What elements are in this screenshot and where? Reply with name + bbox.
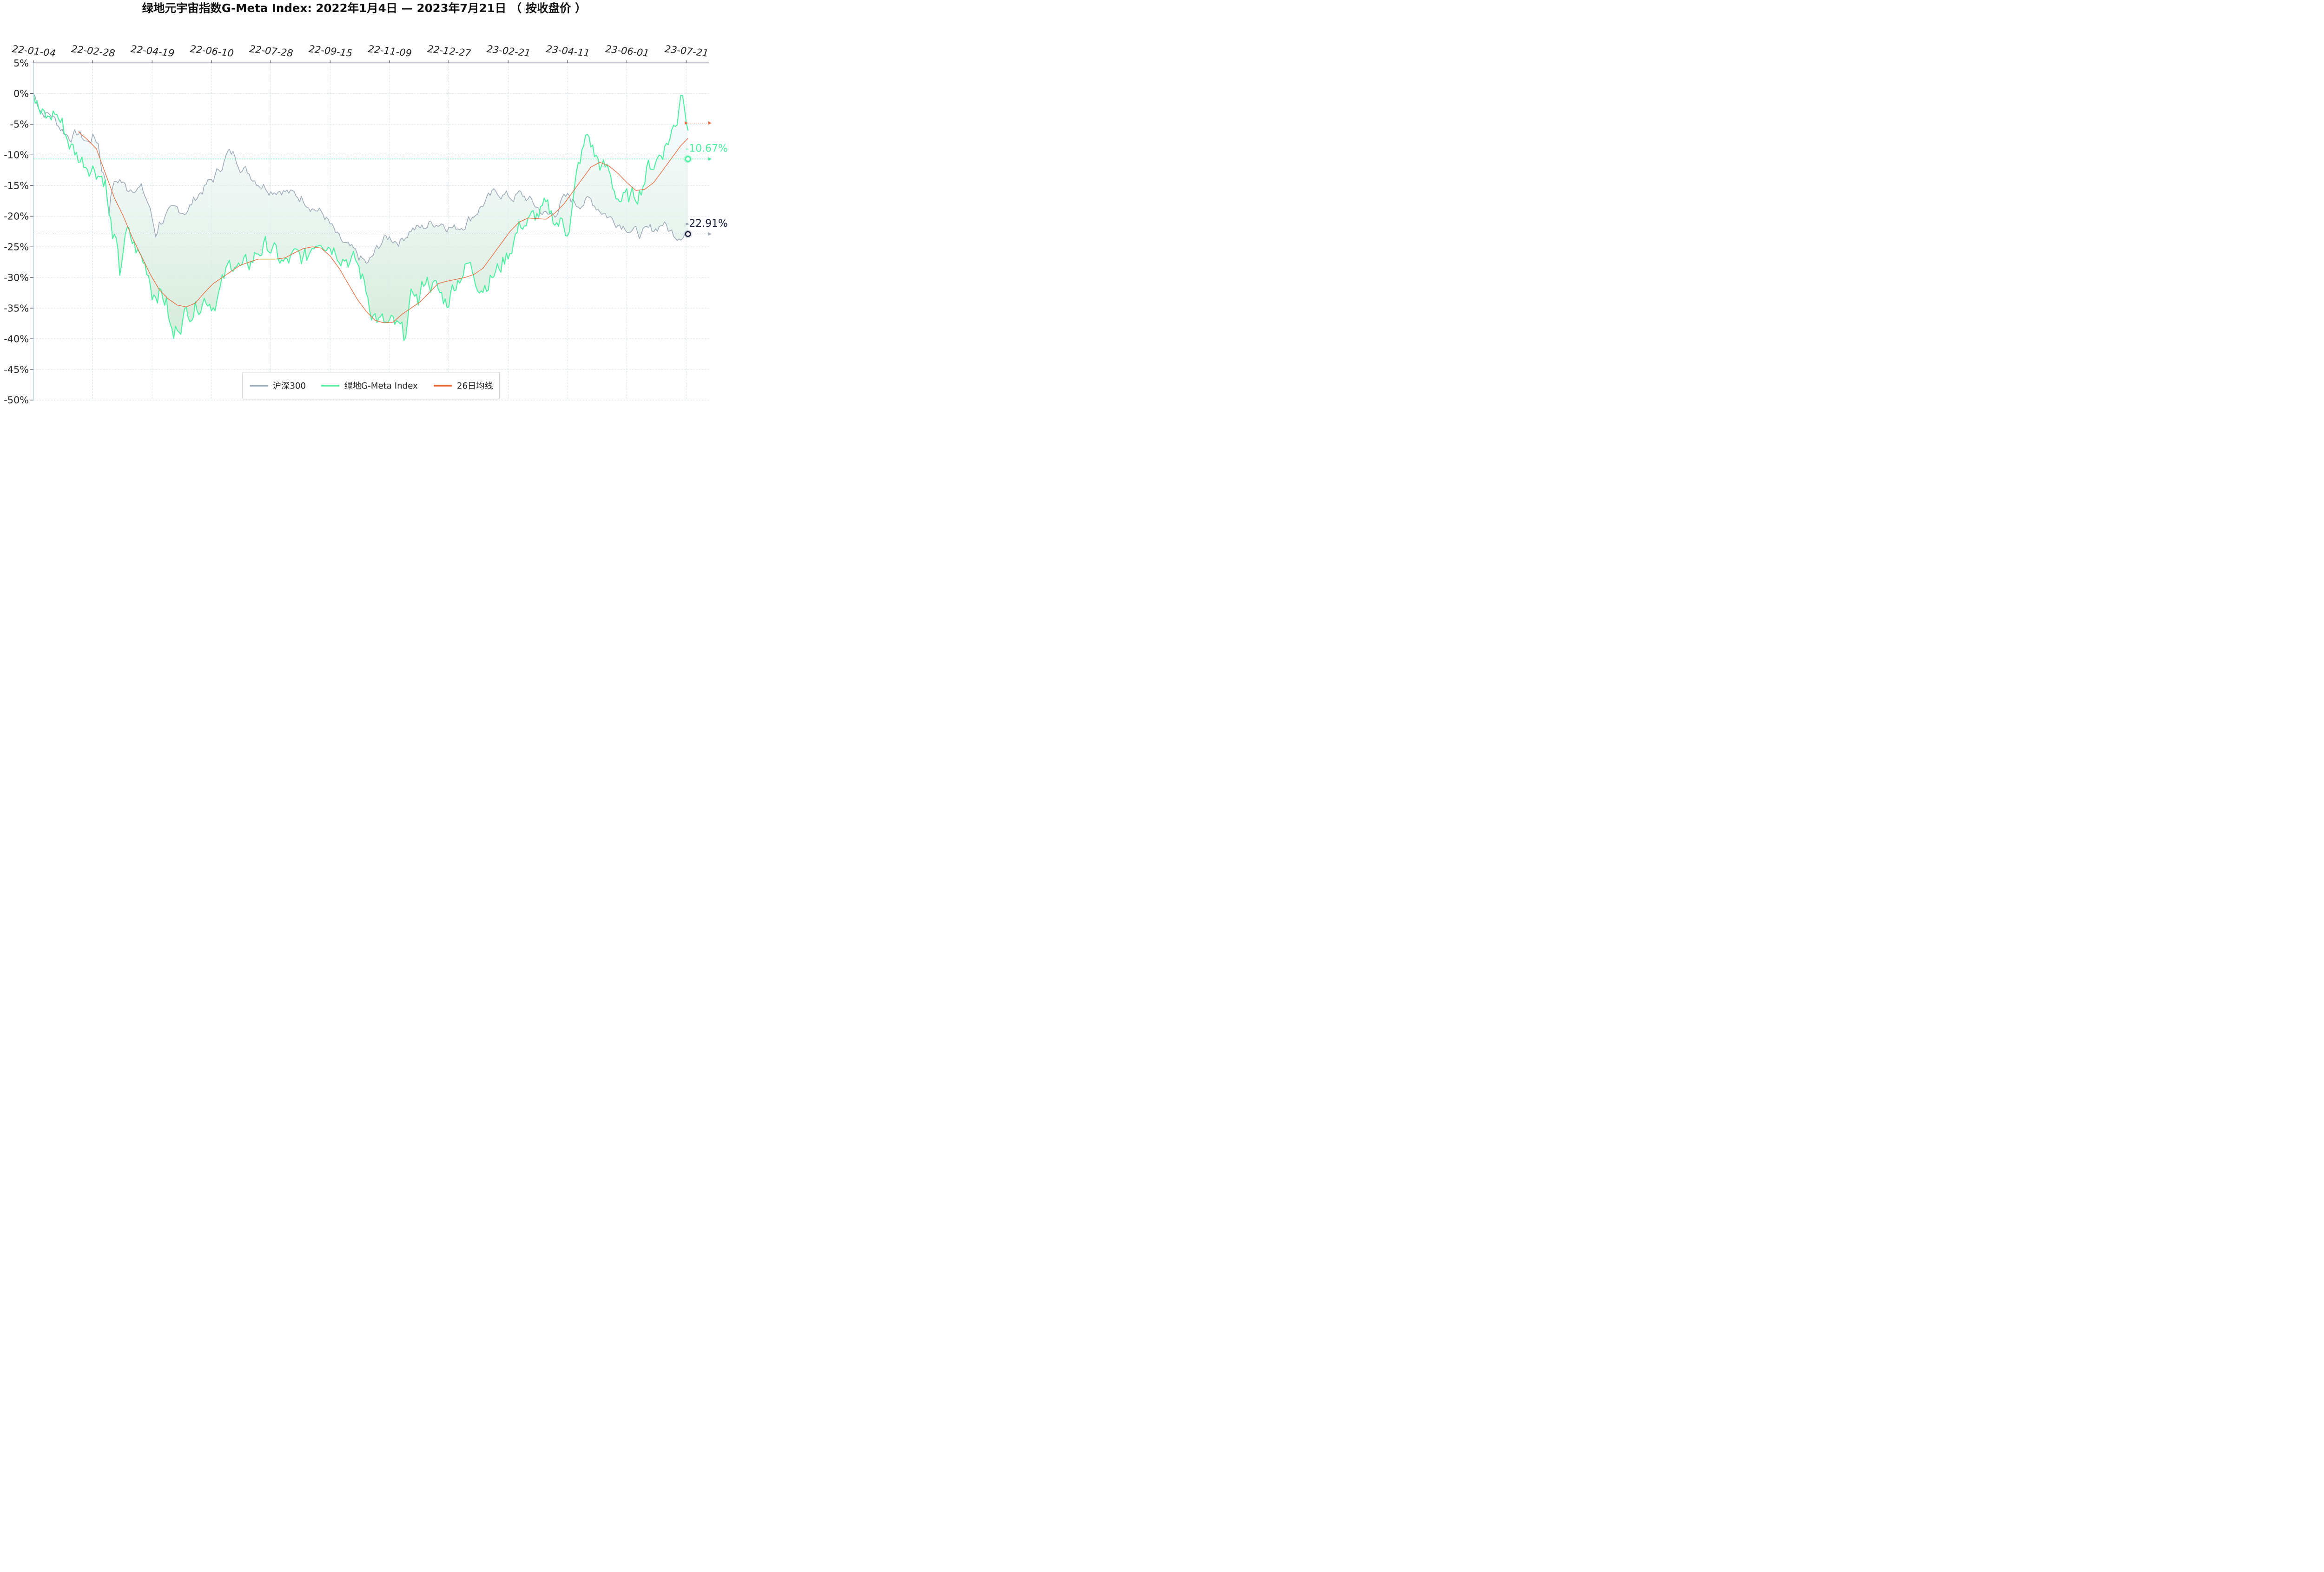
axes xyxy=(33,62,710,400)
series-line-ma26 xyxy=(78,131,688,323)
end-label-gmeta: -10.67% xyxy=(685,143,727,155)
y-tick-label: -5% xyxy=(10,119,29,130)
x-tick-label: 22-11-09 xyxy=(368,43,413,59)
x-tick-label: 22-04-19 xyxy=(130,43,175,59)
gmeta-area-fill xyxy=(33,93,688,341)
end-markers: -10.67% -22.91% xyxy=(33,121,728,238)
chart-canvas: 绿地元宇宙指数G-Meta Index: 2022年1月4日 — 2023年7月… xyxy=(0,0,728,409)
y-tick-label: -30% xyxy=(4,272,29,283)
legend-label-gmeta: 绿地G-Meta Index xyxy=(344,381,418,391)
y-tick-label: -10% xyxy=(4,150,29,161)
x-tick-label: 23-06-01 xyxy=(605,43,650,59)
series-line-hs300 xyxy=(33,93,688,264)
x-tick-label: 23-02-21 xyxy=(486,43,531,59)
x-tick-label: 23-04-11 xyxy=(546,43,591,59)
y-tick-label: -45% xyxy=(4,364,29,375)
ref-arrow-ma26 xyxy=(708,121,712,125)
y-tick-label: -25% xyxy=(4,241,29,252)
y-tick-label: 0% xyxy=(13,88,29,99)
chart-svg: 绿地元宇宙指数G-Meta Index: 2022年1月4日 — 2023年7月… xyxy=(4,1,728,406)
end-label-hs300: -22.91% xyxy=(685,218,727,230)
x-tick-label: 22-06-10 xyxy=(190,43,235,59)
y-tick-label: -40% xyxy=(4,333,29,344)
series-lines xyxy=(33,93,689,341)
y-tick-label: -15% xyxy=(4,180,29,191)
ref-arrow-gmeta xyxy=(708,157,712,161)
ref-arrow-hs300 xyxy=(708,232,712,236)
end-dot-gmeta xyxy=(685,156,691,162)
x-axis-ticks: 22-01-04 22-02-28 22-04-19 22-06-10 22-07-28… xyxy=(11,43,709,63)
y-axis-ticks: 5% 0% -5% -10% -15% -20% -25% -30% -35% -40% -45% -… xyxy=(4,58,33,406)
y-tick-label: -20% xyxy=(4,211,29,222)
series-line-gmeta xyxy=(33,93,689,341)
x-tick-label: 23-07-21 xyxy=(664,43,709,59)
y-tick-label: 5% xyxy=(13,58,29,69)
x-tick-label: 22-09-15 xyxy=(308,43,353,59)
x-tick-label: 22-01-04 xyxy=(11,43,56,59)
legend-label-hs300: 沪深300 xyxy=(273,381,306,391)
legend-label-ma26: 26日均线 xyxy=(457,381,493,391)
x-tick-label: 22-07-28 xyxy=(249,43,294,59)
chart-title: 绿地元宇宙指数G-Meta Index: 2022年1月4日 — 2023年7月… xyxy=(142,1,587,15)
y-tick-label: -50% xyxy=(4,395,29,406)
legend: 沪深300 绿地G-Meta Index 26日均线 xyxy=(242,372,500,400)
x-tick-label: 22-02-28 xyxy=(71,43,116,59)
legend-box xyxy=(242,372,500,400)
area-fill xyxy=(33,93,688,341)
ma26-start-arrow xyxy=(685,121,688,125)
end-dot-hs300 xyxy=(685,231,691,237)
x-tick-label: 22-12-27 xyxy=(427,43,472,59)
y-tick-label: -35% xyxy=(4,303,29,314)
